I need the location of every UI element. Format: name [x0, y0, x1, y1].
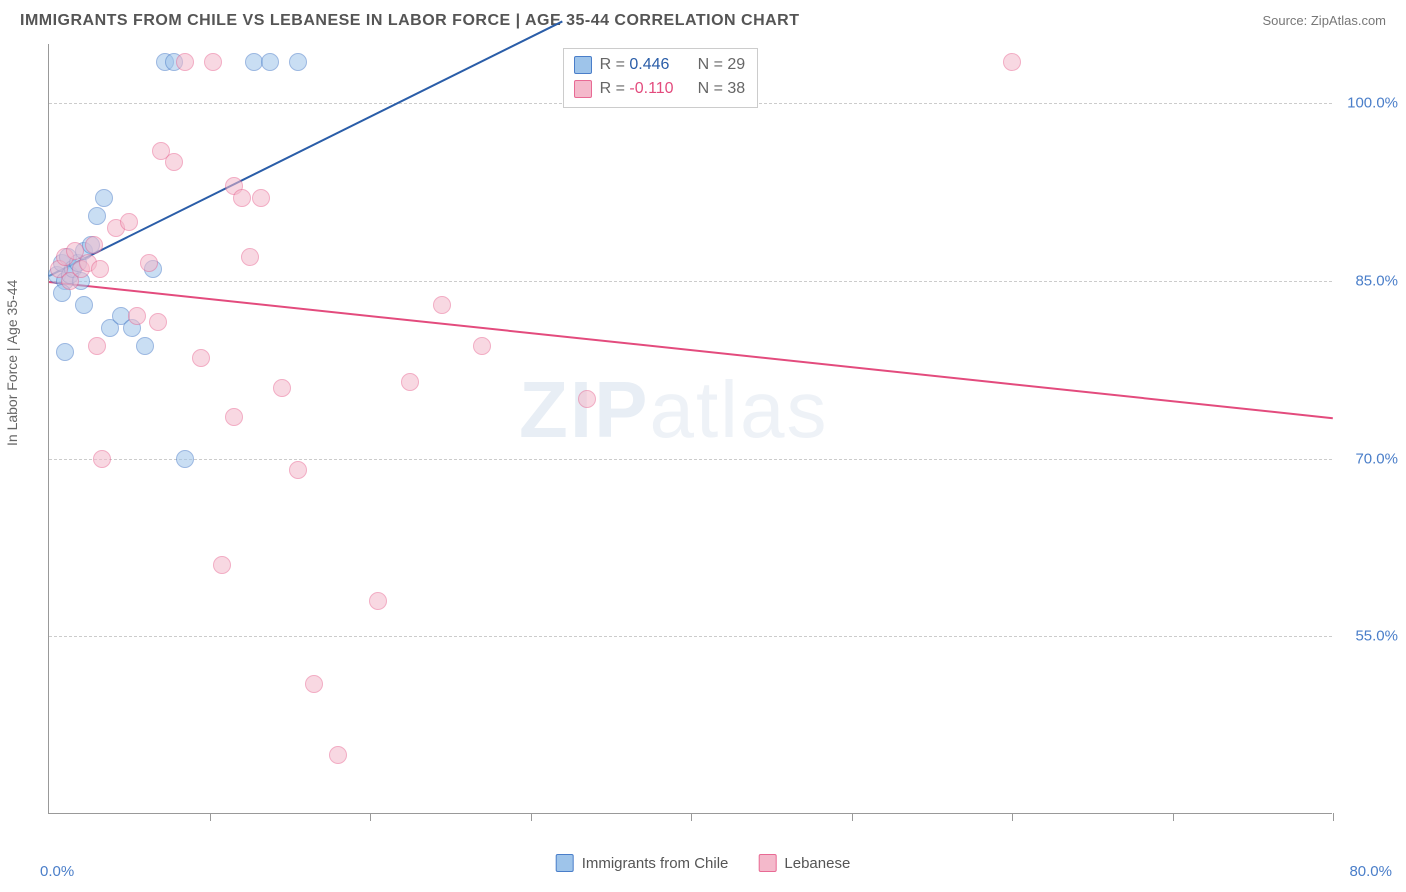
- data-point: [1003, 53, 1021, 71]
- x-tick: [1333, 813, 1334, 821]
- x-tick: [691, 813, 692, 821]
- scatter-chart: ZIPatlas 55.0%70.0%85.0%100.0%R = 0.446N…: [48, 44, 1332, 814]
- gridline: [49, 636, 1332, 637]
- r-value: R = 0.446: [600, 53, 690, 77]
- legend-item-lebanese: Lebanese: [758, 854, 850, 872]
- data-point: [225, 408, 243, 426]
- legend-label-chile: Immigrants from Chile: [582, 855, 729, 872]
- correlation-legend-row: R = 0.446 N = 29: [574, 53, 746, 77]
- y-tick-label: 70.0%: [1338, 450, 1398, 467]
- data-point: [165, 153, 183, 171]
- y-tick-label: 100.0%: [1338, 95, 1398, 112]
- data-point: [128, 307, 146, 325]
- data-point: [120, 213, 138, 231]
- data-point: [213, 556, 231, 574]
- legend-bottom: Immigrants from Chile Lebanese: [556, 854, 851, 872]
- data-point: [289, 53, 307, 71]
- gridline: [49, 459, 1332, 460]
- x-tick: [531, 813, 532, 821]
- trend-line: [49, 281, 1333, 419]
- data-point: [289, 461, 307, 479]
- data-point: [88, 207, 106, 225]
- y-axis-title: In Labor Force | Age 35-44: [4, 280, 20, 446]
- n-value: N = 29: [698, 53, 746, 77]
- y-tick-label: 85.0%: [1338, 272, 1398, 289]
- data-point: [56, 343, 74, 361]
- x-tick: [1173, 813, 1174, 821]
- data-point: [305, 675, 323, 693]
- data-point: [136, 337, 154, 355]
- x-axis-min-label: 0.0%: [40, 863, 74, 880]
- data-point: [578, 390, 596, 408]
- r-value: R = -0.110: [600, 77, 690, 101]
- legend-swatch-lebanese: [758, 854, 776, 872]
- chart-title: IMMIGRANTS FROM CHILE VS LEBANESE IN LAB…: [20, 12, 800, 30]
- data-point: [329, 746, 347, 764]
- data-point: [473, 337, 491, 355]
- correlation-legend: R = 0.446 N = 29 R = -0.110 N = 38: [563, 48, 759, 108]
- data-point: [75, 296, 93, 314]
- data-point: [140, 254, 158, 272]
- y-tick-label: 55.0%: [1338, 628, 1398, 645]
- data-point: [401, 373, 419, 391]
- data-point: [241, 248, 259, 266]
- data-point: [149, 313, 167, 331]
- data-point: [204, 53, 222, 71]
- legend-label-lebanese: Lebanese: [784, 855, 850, 872]
- data-point: [252, 189, 270, 207]
- legend-swatch: [574, 56, 592, 74]
- n-value: N = 38: [698, 77, 746, 101]
- gridline: [49, 281, 1332, 282]
- data-point: [433, 296, 451, 314]
- data-point: [95, 189, 113, 207]
- x-tick: [370, 813, 371, 821]
- data-point: [273, 379, 291, 397]
- correlation-legend-row: R = -0.110 N = 38: [574, 77, 746, 101]
- legend-swatch: [574, 80, 592, 98]
- data-point: [192, 349, 210, 367]
- data-point: [176, 450, 194, 468]
- x-tick: [1012, 813, 1013, 821]
- data-point: [369, 592, 387, 610]
- data-point: [176, 53, 194, 71]
- data-point: [93, 450, 111, 468]
- data-point: [261, 53, 279, 71]
- x-axis-max-label: 80.0%: [1349, 863, 1392, 880]
- watermark: ZIPatlas: [519, 364, 828, 456]
- source-label: Source: ZipAtlas.com: [1262, 13, 1386, 28]
- x-tick: [210, 813, 211, 821]
- x-tick: [852, 813, 853, 821]
- data-point: [85, 236, 103, 254]
- data-point: [88, 337, 106, 355]
- data-point: [233, 189, 251, 207]
- data-point: [91, 260, 109, 278]
- legend-item-chile: Immigrants from Chile: [556, 854, 729, 872]
- legend-swatch-chile: [556, 854, 574, 872]
